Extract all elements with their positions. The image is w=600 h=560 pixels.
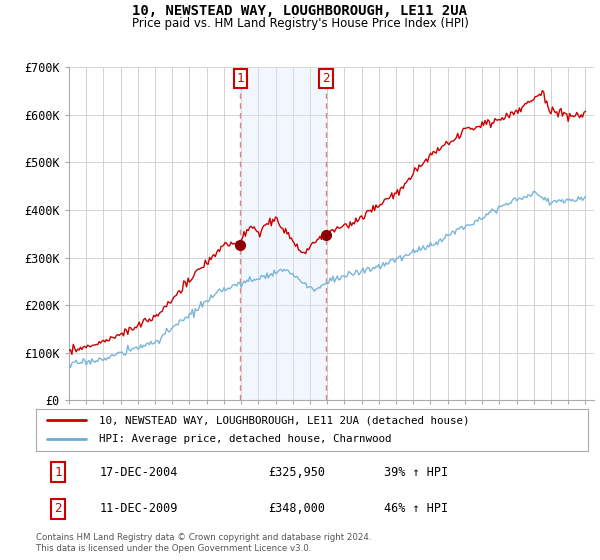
Text: 2: 2 <box>55 502 62 515</box>
Text: HPI: Average price, detached house, Charnwood: HPI: Average price, detached house, Char… <box>100 435 392 445</box>
Text: 2: 2 <box>323 72 330 85</box>
Text: 10, NEWSTEAD WAY, LOUGHBOROUGH, LE11 2UA (detached house): 10, NEWSTEAD WAY, LOUGHBOROUGH, LE11 2UA… <box>100 415 470 425</box>
Text: 39% ↑ HPI: 39% ↑ HPI <box>384 466 448 479</box>
Text: 17-DEC-2004: 17-DEC-2004 <box>100 466 178 479</box>
Bar <box>241 67 326 400</box>
Text: 1: 1 <box>236 72 244 85</box>
Text: 1: 1 <box>55 466 62 479</box>
Text: £325,950: £325,950 <box>268 466 325 479</box>
Text: £348,000: £348,000 <box>268 502 325 515</box>
Text: Price paid vs. HM Land Registry's House Price Index (HPI): Price paid vs. HM Land Registry's House … <box>131 17 469 30</box>
Text: 10, NEWSTEAD WAY, LOUGHBOROUGH, LE11 2UA: 10, NEWSTEAD WAY, LOUGHBOROUGH, LE11 2UA <box>133 4 467 18</box>
Text: 11-DEC-2009: 11-DEC-2009 <box>100 502 178 515</box>
Text: Contains HM Land Registry data © Crown copyright and database right 2024.
This d: Contains HM Land Registry data © Crown c… <box>36 533 371 553</box>
Text: 46% ↑ HPI: 46% ↑ HPI <box>384 502 448 515</box>
